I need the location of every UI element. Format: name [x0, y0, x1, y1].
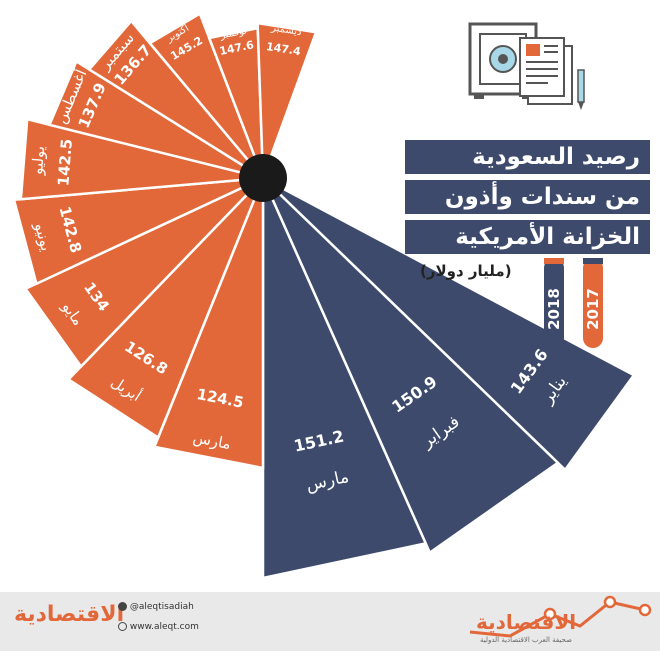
twitter-icon: [118, 602, 127, 611]
legend-label-2018: 2018: [545, 288, 563, 330]
footer-brand-right: الاقتصادية: [476, 610, 577, 634]
unit-label: (مليار دولار): [420, 262, 512, 280]
document-icon: [519, 37, 573, 105]
month-label-2017-8: نوفمبر: [218, 25, 248, 41]
trend-line-icon: [470, 595, 652, 638]
value-label-2017-4: 142.5: [54, 138, 76, 187]
chart-hub: [239, 154, 287, 202]
month-label-2017-9: ديسمبر: [270, 22, 303, 38]
fan-chart: 143.6يناير150.9فبراير151.2مارس124.5مارس1…: [12, 11, 636, 580]
legend-pill-2017: [583, 258, 603, 348]
legend-pill-2018-cap: [544, 258, 564, 264]
title-line-1: رصيد السعودية: [405, 140, 650, 174]
month-label-2017-4: يوليو: [28, 145, 48, 176]
safe-and-documents-illustration: [468, 22, 585, 110]
website-link[interactable]: www.aleqt.com: [118, 622, 199, 632]
twitter-handle[interactable]: @aleqtisadiah: [118, 602, 194, 612]
legend-pill-2018: [544, 258, 564, 348]
footer: الاقتصادية @aleqtisadiah www.aleqt.com ا…: [0, 592, 660, 651]
value-label-2017-9: 147.4: [265, 40, 302, 58]
globe-icon: [118, 622, 127, 631]
legend-pill-2017-cap: [583, 258, 603, 264]
title-line-2: من سندات وأذون: [405, 180, 650, 214]
footer-brand-left: الاقتصادية: [14, 602, 125, 627]
title-line-3: الخزانة الأمريكية: [405, 220, 650, 254]
bar-2017-9: [256, 21, 318, 179]
legend-label-2017: 2017: [584, 288, 602, 330]
pen-icon: [577, 69, 585, 110]
footer-tagline: صحيفة العرب الاقتصادية الدولية: [480, 636, 572, 644]
